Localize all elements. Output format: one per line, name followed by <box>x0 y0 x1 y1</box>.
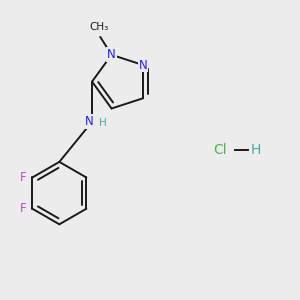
Text: H: H <box>250 143 261 157</box>
Text: F: F <box>20 171 27 184</box>
Text: Cl: Cl <box>213 143 227 157</box>
Text: N: N <box>107 48 116 61</box>
Text: F: F <box>20 202 27 215</box>
Text: H: H <box>100 118 107 128</box>
Text: N: N <box>139 58 148 71</box>
Text: N: N <box>85 115 94 128</box>
Text: CH₃: CH₃ <box>89 22 108 32</box>
